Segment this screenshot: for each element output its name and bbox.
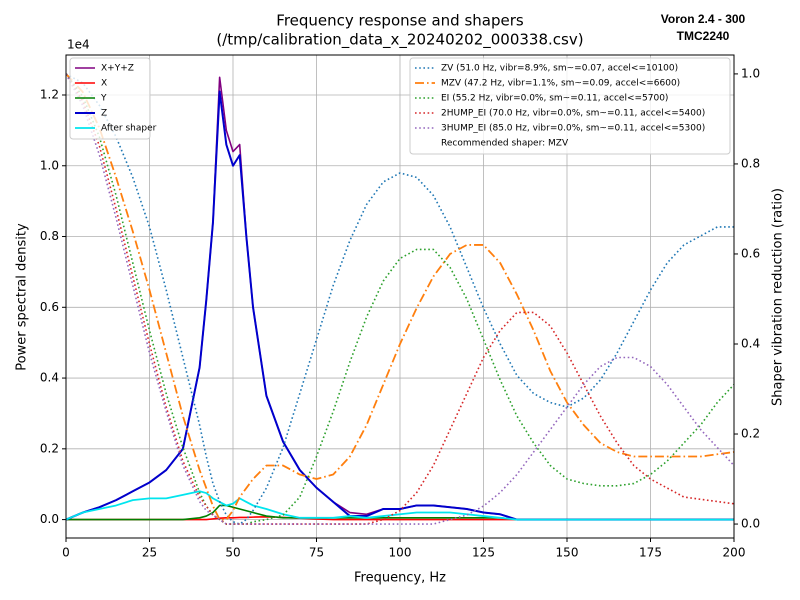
x-tick-label: 0 xyxy=(62,546,70,560)
x-tick-label: 175 xyxy=(639,546,662,560)
y-offset-label: 1e4 xyxy=(67,38,90,52)
x-tick-label: 150 xyxy=(556,546,579,560)
y2-tick-label: 0.2 xyxy=(741,427,760,441)
chart-title: Frequency response and shapers xyxy=(276,12,524,30)
legend-label: Z xyxy=(101,109,107,119)
y-tick-label: 0.8 xyxy=(40,229,59,243)
y-tick-label: 0.6 xyxy=(40,300,59,314)
x-tick-label: 200 xyxy=(723,546,746,560)
legend-label: After shaper xyxy=(101,124,157,134)
series-line xyxy=(66,73,734,525)
legend-box xyxy=(69,57,151,140)
series-line xyxy=(66,73,734,521)
annotation: TMC2240 xyxy=(677,29,730,43)
legend-label: ZV (51.0 Hz, vibr=8.9%, sm~=0.07, accel<… xyxy=(441,64,678,74)
y-tick-label: 1.0 xyxy=(40,158,59,172)
legend-label: 3HUMP_EI (85.0 Hz, vibr=0.0%, sm~=0.11, … xyxy=(441,124,705,134)
legend-label: X xyxy=(101,79,107,89)
y-tick-label: 0.2 xyxy=(40,441,59,455)
series-line xyxy=(66,73,734,525)
series-line xyxy=(66,73,734,525)
y2-tick-label: 0.8 xyxy=(741,156,760,170)
series-line xyxy=(66,490,734,521)
x-tick-label: 25 xyxy=(142,546,157,560)
x-tick-label: 125 xyxy=(472,546,495,560)
y2-tick-label: 0.0 xyxy=(741,517,760,531)
x-tick-label: 100 xyxy=(389,546,412,560)
series-line xyxy=(66,73,734,525)
x-axis-label: Frequency, Hz xyxy=(354,571,446,586)
y-axis-label: Power spectral density xyxy=(15,223,30,371)
legend-box xyxy=(409,57,731,155)
chart-subtitle: (/tmp/calibration_data_x_20240202_000338… xyxy=(216,31,583,50)
y2-tick-label: 0.4 xyxy=(741,336,760,350)
legends: X+Y+Z XYZ After shaper ZV (51.0 Hz, vibr=8.… xyxy=(69,57,731,155)
plot-lines xyxy=(66,73,734,525)
legend-label: X+Y+Z xyxy=(101,64,134,74)
y-tick-label: 0.0 xyxy=(40,512,59,526)
legend-label: Y xyxy=(100,94,107,104)
plot-frame xyxy=(65,54,735,539)
legend-note: Recommended shaper: MZV xyxy=(441,139,569,149)
x-tick-label: 75 xyxy=(309,546,324,560)
x-tick-label: 50 xyxy=(225,546,240,560)
y-tick-label: 0.4 xyxy=(40,371,59,385)
annotation: Voron 2.4 - 300 xyxy=(661,12,746,26)
legend-label: EI (55.2 Hz, vibr=0.0%, sm~=0.11, accel<… xyxy=(441,94,668,104)
y-tick-label: 1.2 xyxy=(40,87,59,101)
legend-label: 2HUMP_EI (70.0 Hz, vibr=0.0%, sm~=0.11, … xyxy=(441,109,705,119)
y2-tick-label: 1.0 xyxy=(741,66,760,80)
y2-axis-label: Shaper vibration reduction (ratio) xyxy=(771,188,786,406)
legend-label: MZV (47.2 Hz, vibr=1.1%, sm~=0.09, accel… xyxy=(441,79,680,89)
y2-tick-label: 0.6 xyxy=(741,246,760,260)
axes: 0 25 50 75 100 125 150 175 200 0.0 0.2 0.4 0.6 0.8 1.0… xyxy=(40,54,760,560)
